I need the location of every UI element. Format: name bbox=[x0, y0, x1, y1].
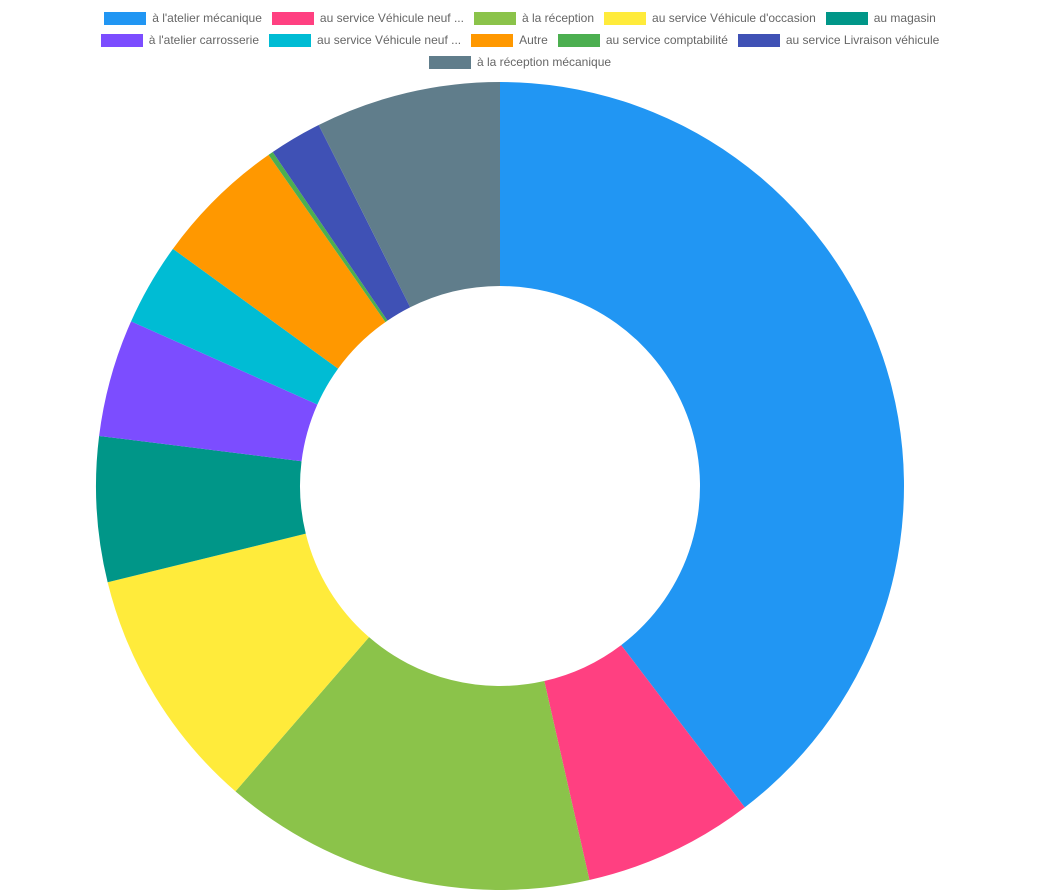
slice-2[interactable] bbox=[235, 637, 590, 890]
legend-label: au service Véhicule d'occasion bbox=[652, 11, 816, 25]
slice-9[interactable] bbox=[272, 124, 411, 321]
legend-swatch bbox=[473, 11, 516, 25]
legend-item[interactable]: au magasin bbox=[825, 10, 936, 26]
legend-label: à l'atelier mécanique bbox=[152, 11, 262, 25]
legend-item[interactable]: au service Véhicule neuf ... bbox=[271, 10, 464, 26]
legend-item[interactable]: à l'atelier mécanique bbox=[104, 10, 262, 26]
legend-item[interactable]: au service comptabilité bbox=[557, 32, 728, 48]
legend-item[interactable]: au service Véhicule d'occasion bbox=[604, 10, 816, 26]
legend-label: à la réception bbox=[521, 11, 595, 25]
legend-swatch bbox=[557, 33, 600, 47]
slice-3[interactable] bbox=[107, 533, 370, 792]
legend-swatch bbox=[604, 11, 647, 25]
legend-swatch bbox=[737, 33, 780, 47]
slice-4[interactable] bbox=[95, 435, 306, 583]
legend-label: au magasin bbox=[873, 11, 936, 25]
legend-swatch bbox=[104, 11, 147, 25]
legend-item[interactable]: au service Véhicule neuf ... bbox=[269, 32, 461, 48]
slice-1[interactable] bbox=[544, 645, 745, 880]
legend-label: au service Livraison véhicule bbox=[785, 33, 940, 47]
legend-swatch bbox=[269, 33, 312, 47]
legend-item[interactable]: à la réception mécanique bbox=[428, 54, 612, 70]
slice-0[interactable] bbox=[500, 82, 904, 808]
legend-item[interactable]: à l'atelier carrosserie bbox=[100, 32, 260, 48]
legend-swatch bbox=[100, 33, 143, 47]
slice-6[interactable] bbox=[131, 248, 339, 405]
legend-item[interactable]: au service Livraison véhicule bbox=[737, 32, 940, 48]
slice-10[interactable] bbox=[318, 82, 500, 308]
legend-swatch bbox=[471, 33, 514, 47]
slice-7[interactable] bbox=[172, 154, 386, 369]
legend-label: au service Véhicule neuf ... bbox=[319, 11, 464, 25]
legend-swatch bbox=[271, 11, 314, 25]
legend-label: au service comptabilité bbox=[605, 33, 728, 47]
legend-label: à l'atelier carrosserie bbox=[148, 33, 260, 47]
chart-legend: à l'atelier mécanique au service Véhicule… bbox=[60, 10, 980, 70]
slice-5[interactable] bbox=[99, 321, 318, 462]
legend-swatch bbox=[825, 11, 868, 25]
legend-label: Autre bbox=[519, 33, 548, 47]
legend-item[interactable]: à la réception bbox=[473, 10, 595, 26]
legend-swatch bbox=[428, 55, 471, 69]
legend-item[interactable]: Autre bbox=[471, 32, 548, 48]
legend-label: à la réception mécanique bbox=[476, 55, 612, 69]
slice-8[interactable] bbox=[268, 151, 388, 323]
legend-label: au service Véhicule neuf ... bbox=[317, 33, 462, 47]
